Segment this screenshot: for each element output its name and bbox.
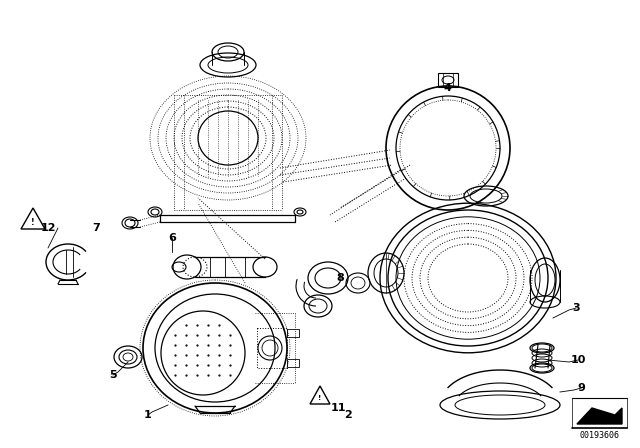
Text: 10: 10 — [570, 355, 586, 365]
Polygon shape — [577, 408, 622, 424]
Text: 1: 1 — [144, 410, 152, 420]
Bar — [287, 359, 299, 367]
Text: 9: 9 — [577, 383, 585, 393]
Text: 6: 6 — [168, 233, 176, 243]
Text: !: ! — [31, 217, 35, 227]
Text: 11: 11 — [330, 403, 346, 413]
Text: 8: 8 — [336, 273, 344, 283]
Bar — [287, 329, 299, 337]
Text: 4: 4 — [443, 83, 451, 93]
Text: 7: 7 — [92, 223, 100, 233]
Text: 2: 2 — [344, 410, 352, 420]
Text: 00193606: 00193606 — [579, 431, 620, 439]
Text: 5: 5 — [109, 370, 117, 380]
Text: 3: 3 — [572, 303, 580, 313]
Polygon shape — [310, 386, 330, 404]
Bar — [438, 73, 458, 87]
Text: 12: 12 — [40, 223, 56, 233]
Bar — [257, 328, 287, 368]
Polygon shape — [21, 208, 45, 229]
Text: !: ! — [318, 395, 322, 401]
